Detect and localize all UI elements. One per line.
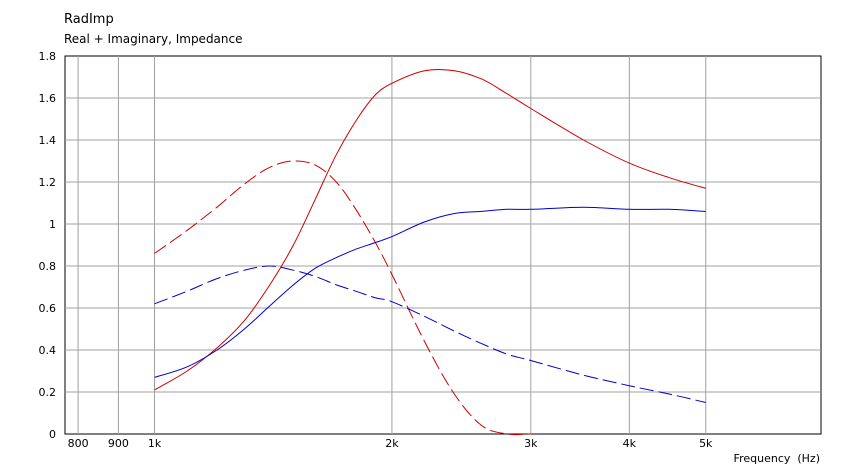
x-tick-label: 5k	[699, 437, 713, 450]
x-tick-label: 2k	[385, 437, 399, 450]
x-tick-label: 900	[108, 437, 129, 450]
y-tick-label: 1.2	[39, 176, 57, 189]
y-tick-label: 0.8	[39, 260, 57, 273]
chart-subtitle: Real + Imaginary, Impedance	[64, 32, 243, 46]
chart-title: RadImp	[64, 12, 114, 27]
red-dashed-series-line	[154, 160, 531, 436]
x-tick-label: 1k	[148, 437, 162, 450]
y-tick-label: 1	[49, 218, 56, 231]
x-tick-label: 800	[68, 437, 89, 450]
x-tick-label: 4k	[623, 437, 637, 450]
plot-area	[64, 55, 822, 435]
y-tick-label: 0	[49, 428, 56, 441]
y-tick-label: 1.6	[39, 92, 57, 105]
x-tick-labels: 800 900 1k 2k 3k 4k 5k	[68, 437, 713, 450]
red-solid-series-line	[154, 68, 706, 391]
y-tick-label: 0.4	[39, 344, 57, 357]
y-tick-label: 0.6	[39, 302, 57, 315]
y-tick-label: 0.2	[39, 386, 57, 399]
y-gridlines	[65, 97, 821, 393]
y-tick-label: 1.8	[39, 50, 57, 63]
blue-solid-series-line	[154, 206, 706, 378]
series-layer	[154, 68, 706, 436]
x-tick-label: 3k	[524, 437, 538, 450]
y-tick-labels: 0 0.2 0.4 0.6 0.8 1 1.2 1.4 1.6 1.8	[39, 50, 57, 441]
blue-dashed-series-line	[154, 265, 706, 403]
y-tick-label: 1.4	[39, 134, 57, 147]
x-axis-label: Frequency (Hz)	[734, 452, 820, 465]
x-gridlines	[77, 56, 707, 434]
